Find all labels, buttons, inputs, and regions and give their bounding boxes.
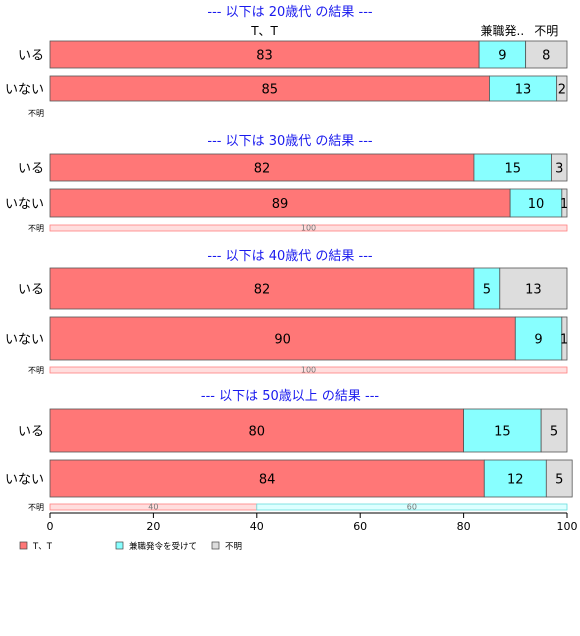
legend-swatch	[211, 541, 220, 550]
data-label: 40	[148, 503, 158, 512]
bar-segment	[561, 316, 568, 361]
panel-title: --- 以下は 20歳代 の結果 ---	[207, 5, 373, 20]
x-tick-label: 100	[557, 520, 578, 533]
bar-segment	[49, 316, 516, 361]
data-label: 83	[256, 49, 273, 64]
row-label: いない	[5, 333, 44, 348]
bar-segment	[473, 153, 552, 182]
data-label: 13	[515, 83, 532, 98]
bar-segment	[49, 188, 511, 218]
data-label: 15	[494, 425, 511, 440]
bar-segment	[49, 408, 465, 453]
row-label: いない	[5, 197, 44, 212]
row-label: 不明	[28, 109, 44, 118]
x-tick-label: 80	[457, 520, 471, 533]
data-label: 5	[550, 425, 558, 440]
bar-segment	[49, 366, 568, 374]
row-label: いる	[18, 283, 44, 298]
bar-segment	[551, 153, 568, 182]
data-label: 9	[498, 49, 506, 64]
data-label: 100	[301, 366, 316, 375]
data-label: 80	[249, 425, 266, 440]
bar-segment	[478, 40, 527, 69]
x-tick-label: 60	[353, 520, 367, 533]
header-label: 不明	[534, 24, 558, 38]
bar-segment	[473, 267, 501, 310]
data-label: 12	[507, 473, 524, 488]
legend-label: 不明	[225, 542, 242, 552]
bar-segment	[463, 408, 542, 453]
row-label: いる	[18, 425, 44, 440]
data-label: 60	[407, 503, 417, 512]
bar-segment	[49, 224, 568, 232]
header-label: 兼職発..	[481, 24, 525, 38]
bar-segment	[483, 459, 547, 498]
data-label: 90	[274, 333, 291, 348]
data-label: 1	[560, 197, 568, 212]
data-label: 8	[542, 49, 550, 64]
data-label: 2	[558, 83, 566, 98]
row-label: いる	[18, 162, 44, 177]
panel-title: --- 以下は 40歳代 の結果 ---	[207, 249, 373, 264]
x-tick-label: 0	[47, 520, 54, 533]
row-label: 不明	[28, 503, 44, 512]
data-label: 89	[272, 197, 289, 212]
legend-label: T、T	[32, 542, 53, 552]
bar-segment	[540, 408, 568, 453]
data-label: 1	[560, 333, 568, 348]
row-label: いない	[5, 473, 44, 488]
legend-swatch	[115, 541, 124, 550]
bar-segment	[499, 267, 568, 310]
x-tick-label: 20	[146, 520, 160, 533]
bar-segment	[556, 75, 568, 102]
bar-segment	[49, 40, 480, 69]
bar-segment	[256, 503, 568, 511]
bar-segment	[49, 153, 475, 182]
data-label: 3	[555, 162, 563, 177]
bar-segment	[561, 188, 568, 218]
row-label: 不明	[28, 366, 44, 375]
bar-segment	[525, 40, 568, 69]
data-label: 85	[261, 83, 278, 98]
bar-segment	[509, 188, 563, 218]
bar-segment	[489, 75, 558, 102]
data-label: 82	[254, 162, 271, 177]
data-label: 5	[555, 473, 563, 488]
legend-label: 兼職発令を受けて	[129, 541, 197, 552]
bar-segment	[49, 459, 485, 498]
row-label: 不明	[28, 224, 44, 233]
data-label: 5	[483, 283, 491, 298]
panel-title: --- 以下は 50歳以上 の結果 ---	[201, 389, 380, 404]
header-label: T、T	[250, 24, 278, 38]
data-label: 82	[254, 283, 271, 298]
x-tick-label: 40	[250, 520, 264, 533]
legend-swatch	[19, 541, 28, 550]
data-label: 10	[528, 197, 545, 212]
data-label: 13	[525, 283, 542, 298]
panel-title: --- 以下は 30歳代 の結果 ---	[207, 134, 373, 149]
row-label: いない	[5, 83, 44, 98]
row-label: いる	[18, 49, 44, 64]
bar-segment	[545, 459, 573, 498]
data-label: 100	[301, 224, 316, 233]
bar-segment	[514, 316, 563, 361]
data-label: 15	[504, 162, 521, 177]
data-label: 9	[534, 333, 542, 348]
data-label: 84	[259, 473, 276, 488]
